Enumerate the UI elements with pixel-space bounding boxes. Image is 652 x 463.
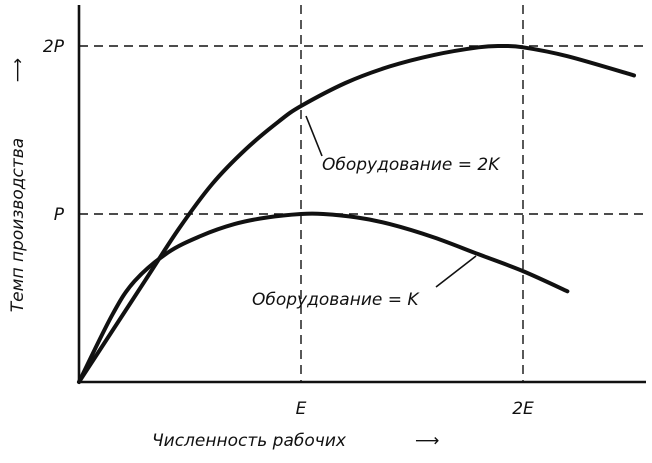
series-line-1 xyxy=(77,43,636,384)
x-axis-arrow: ⟶ xyxy=(415,431,439,451)
curves xyxy=(77,43,636,384)
x-tick-label-0: E xyxy=(296,399,307,419)
y-axis-label: Темп производства xyxy=(8,138,28,312)
x-axis-label: Численность рабочих xyxy=(152,431,347,451)
y-axis-arrow: ⟶ xyxy=(8,58,28,82)
tick-labels: E 2E P 2P xyxy=(43,37,534,419)
series-line-0 xyxy=(77,211,570,384)
x-tick-label-1: 2E xyxy=(512,399,534,419)
leader-line-2k xyxy=(305,115,323,157)
axes xyxy=(77,5,646,384)
series-label-2k: Оборудование = 2K xyxy=(322,155,501,175)
y-tick-label-0: P xyxy=(54,205,65,225)
reference-lines xyxy=(79,5,646,382)
series-label-k: Оборудование = K xyxy=(252,290,420,310)
y-tick-label-1: 2P xyxy=(43,37,65,57)
leader-line-k xyxy=(435,255,477,288)
